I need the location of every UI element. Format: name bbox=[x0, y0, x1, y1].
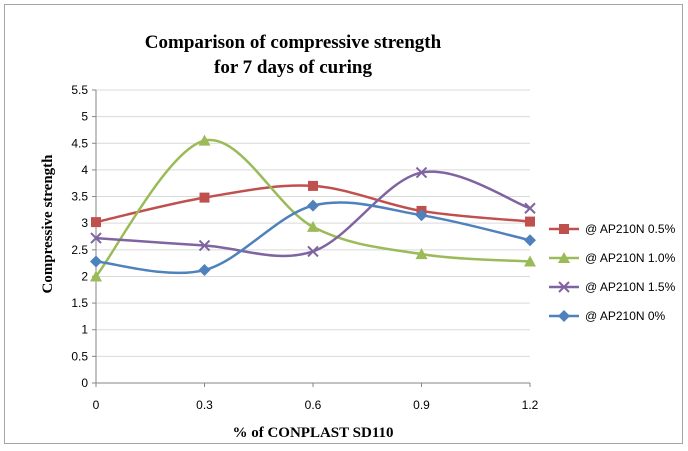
series-3-point bbox=[307, 245, 319, 258]
x-axis-title: % of CONPLAST SD110 bbox=[232, 425, 393, 441]
series-2-point bbox=[524, 255, 536, 267]
y-tick-label: 3.5 bbox=[71, 190, 88, 204]
axes bbox=[92, 89, 531, 387]
series-2-point bbox=[307, 220, 319, 232]
plot-series bbox=[90, 134, 536, 282]
legend-entry: @ AP210N 1.5% bbox=[549, 280, 676, 294]
series-3-point bbox=[90, 232, 102, 244]
series-1-point bbox=[525, 216, 535, 227]
legend-label: @ AP210N 0% bbox=[585, 309, 666, 323]
y-tick-label: 5 bbox=[81, 110, 88, 124]
series-2-point bbox=[415, 248, 428, 260]
series-4 bbox=[90, 199, 536, 277]
series-3-line bbox=[95, 170, 531, 258]
series-3-point bbox=[198, 239, 211, 252]
legend-marker bbox=[558, 281, 570, 293]
legend-entry: @ AP210N 0% bbox=[549, 309, 666, 323]
series-4-point bbox=[90, 255, 102, 268]
legend-marker bbox=[558, 310, 570, 322]
series-4-point bbox=[415, 209, 428, 222]
y-axis-title: Compressive strength bbox=[40, 154, 56, 294]
series-3 bbox=[90, 166, 536, 258]
legend: @ AP210N 0.5% @ AP210N 1.0% @ AP210N 1.5% @… bbox=[549, 222, 676, 323]
y-tick-labels: 0 0.5 1 1.5 2 2.5 3 3.5 4 4.5 5 5.5 bbox=[71, 83, 88, 390]
x-tick-labels: 0 0.3 0.6 0.9 1.2 bbox=[93, 398, 539, 412]
series-3-point bbox=[524, 202, 536, 214]
series-3-point bbox=[415, 166, 428, 179]
series-1-point bbox=[91, 217, 101, 228]
y-tick-label: 1 bbox=[81, 323, 88, 337]
y-tick-label: 5.5 bbox=[71, 83, 88, 97]
chart-area bbox=[4, 4, 683, 444]
series-1-point bbox=[308, 180, 318, 191]
legend-marker bbox=[559, 224, 569, 234]
y-tick-label: 0.5 bbox=[71, 349, 88, 363]
x-tick-label: 0 bbox=[93, 398, 100, 412]
series-2-point bbox=[90, 270, 102, 282]
x-tick-label: 0.3 bbox=[196, 398, 213, 412]
series-1-point bbox=[199, 192, 210, 203]
series-4-point bbox=[198, 264, 211, 277]
chart-title-line-2: for 7 days of curing bbox=[214, 57, 372, 78]
y-tick-label: 3 bbox=[81, 216, 88, 230]
series-2-point bbox=[198, 134, 211, 146]
y-tick-label: 2.5 bbox=[71, 243, 88, 257]
chart-title-line-1: Comparison of compressive strength bbox=[145, 32, 442, 53]
y-tick-label: 4.5 bbox=[71, 136, 88, 150]
series-2-line bbox=[95, 138, 531, 278]
y-tick-label: 1.5 bbox=[71, 296, 88, 310]
series-4-point bbox=[524, 234, 536, 247]
x-tick-label: 0.6 bbox=[305, 398, 322, 412]
x-tick-label: 1.2 bbox=[522, 398, 539, 412]
series-4-line bbox=[95, 201, 531, 275]
legend-entry: @ AP210N 1.0% bbox=[549, 251, 676, 265]
y-tick-label: 2 bbox=[81, 269, 88, 283]
legend-label: @ AP210N 1.0% bbox=[585, 251, 676, 265]
y-tick-label: 0 bbox=[81, 376, 88, 390]
legend-label: @ AP210N 0.5% bbox=[585, 222, 676, 236]
legend-marker bbox=[558, 252, 570, 263]
series-2 bbox=[90, 134, 536, 282]
legend-label: @ AP210N 1.5% bbox=[585, 280, 676, 294]
y-tick-label: 4 bbox=[81, 163, 88, 177]
legend-entry: @ AP210N 0.5% bbox=[549, 222, 676, 236]
series-4-point bbox=[307, 199, 319, 212]
x-tick-label: 0.9 bbox=[413, 398, 430, 412]
